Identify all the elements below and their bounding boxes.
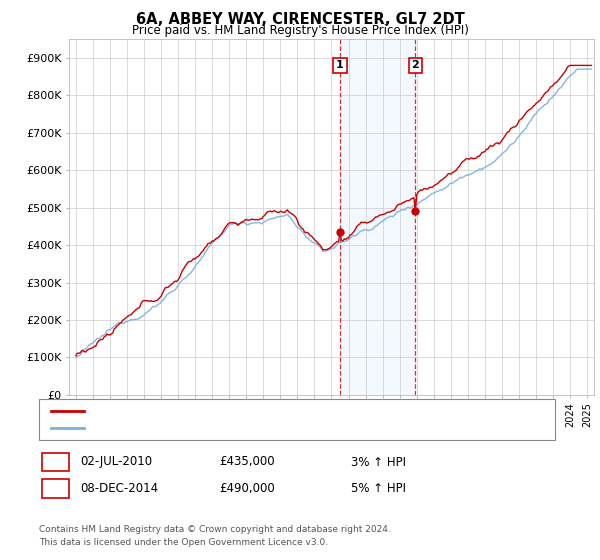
Text: 3% ↑ HPI: 3% ↑ HPI <box>351 455 406 469</box>
Text: 1: 1 <box>336 60 344 71</box>
Text: 2: 2 <box>412 60 419 71</box>
Text: £490,000: £490,000 <box>219 482 275 495</box>
Text: 2: 2 <box>52 482 59 495</box>
Text: 6A, ABBEY WAY, CIRENCESTER, GL7 2DT (detached house): 6A, ABBEY WAY, CIRENCESTER, GL7 2DT (det… <box>90 405 410 416</box>
Text: HPI: Average price, detached house, Cotswold: HPI: Average price, detached house, Cots… <box>90 423 343 433</box>
Text: £435,000: £435,000 <box>219 455 275 469</box>
Text: 5% ↑ HPI: 5% ↑ HPI <box>351 482 406 495</box>
Text: 1: 1 <box>52 455 59 469</box>
Text: 02-JUL-2010: 02-JUL-2010 <box>80 455 152 469</box>
Text: 08-DEC-2014: 08-DEC-2014 <box>80 482 158 495</box>
Text: 6A, ABBEY WAY, CIRENCESTER, GL7 2DT: 6A, ABBEY WAY, CIRENCESTER, GL7 2DT <box>136 12 464 27</box>
Bar <box>340 39 415 395</box>
Text: Contains HM Land Registry data © Crown copyright and database right 2024.
This d: Contains HM Land Registry data © Crown c… <box>39 525 391 547</box>
Text: Price paid vs. HM Land Registry's House Price Index (HPI): Price paid vs. HM Land Registry's House … <box>131 24 469 36</box>
